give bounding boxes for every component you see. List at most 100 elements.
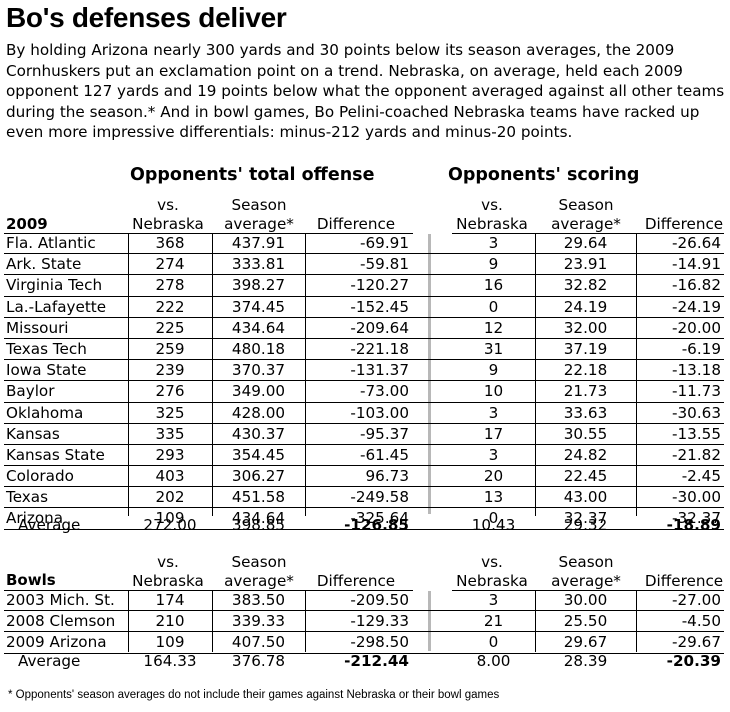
scoring-difference: -26.64 — [672, 234, 721, 252]
header-difference: Difference — [316, 215, 396, 233]
scoring-vs-nebraska: 3 — [488, 445, 499, 464]
offense-vs-nebraska: 239 — [155, 361, 185, 380]
scoring-season-average: 21.73 — [563, 382, 608, 401]
team-name: Arizona — [6, 509, 64, 528]
scoring-difference: -30.00 — [672, 488, 721, 507]
header-average: average* — [224, 215, 294, 233]
offense-season-average: 430.37 — [231, 424, 286, 443]
footnote: * Opponents' season averages do not incl… — [8, 689, 500, 701]
column-divider — [305, 233, 306, 516]
column-divider — [636, 233, 637, 516]
team-name: Kansas State — [6, 445, 105, 464]
offense-vs-nebraska: 109 — [155, 633, 185, 652]
offense-vs-nebraska: 202 — [155, 488, 185, 507]
table-row: Baylor 276 349.00 -73.00 10 21.73 -11.73 — [4, 381, 724, 403]
scoring-difference: -4.50 — [681, 612, 721, 631]
team-name: Ark. State — [6, 255, 82, 274]
bowl-header-scoring-season-average: Season average* — [540, 553, 632, 591]
scoring-vs-nebraska: 31 — [483, 339, 504, 358]
scoring-season-average: 37.19 — [563, 339, 608, 358]
offense-difference: -131.37 — [350, 361, 409, 380]
bowls-label: Bowls — [6, 571, 56, 589]
offense-vs-nebraska: 403 — [155, 467, 185, 486]
offense-season-average: 434.64 — [231, 318, 286, 337]
scoring-season-average: 29.64 — [563, 234, 608, 252]
scoring-season-average: 32.82 — [563, 276, 608, 295]
offense-season-average: 480.18 — [231, 339, 286, 358]
scoring-vs-nebraska: 9 — [488, 361, 499, 380]
average-offense-vs: 272.00 — [143, 516, 197, 534]
table-row: Arizona 109 434.64 -325.64 0 32.37 -32.37 — [4, 508, 724, 530]
header-vs-nebraska: vs. Nebraska — [128, 196, 208, 234]
offense-difference: -120.27 — [350, 276, 409, 295]
table-row: 2009 Arizona 109 407.50 -298.50 0 29.67 -29.67 — [4, 632, 724, 654]
scoring-vs-nebraska: 0 — [488, 633, 499, 652]
team-name: 2003 Mich. St. — [6, 591, 115, 609]
table-row: La.-Lafayette 222 374.45 -152.45 0 24.19 -24.1… — [4, 297, 724, 318]
intro-paragraph: By holding Arizona nearly 300 yards and … — [6, 41, 725, 141]
scoring-season-average: 32.37 — [563, 509, 608, 528]
offense-season-average: 339.33 — [231, 612, 286, 631]
offense-vs-nebraska: 222 — [155, 297, 185, 316]
offense-difference: -129.33 — [350, 612, 409, 631]
header-vs: vs. — [481, 553, 503, 571]
column-divider — [305, 590, 306, 652]
scoring-difference: -14.91 — [672, 255, 721, 274]
season-2009-label: 2009 — [6, 215, 48, 233]
scoring-season-average: 43.00 — [563, 488, 608, 507]
offense-season-average: 374.45 — [231, 297, 286, 316]
scoring-vs-nebraska: 0 — [488, 297, 499, 316]
scoring-difference: -24.19 — [672, 297, 721, 316]
table-top-rule — [4, 233, 413, 234]
team-name: La.-Lafayette — [6, 297, 107, 316]
offense-season-average: 451.58 — [231, 488, 286, 507]
bowls-average-row: Average 164.33 376.78 -212.44 8.00 28.39… — [4, 651, 724, 671]
offense-difference: -73.00 — [360, 382, 409, 401]
offense-vs-nebraska: 293 — [155, 445, 185, 464]
table-row: Colorado 403 306.27 96.73 20 22.45 -2.45 — [4, 466, 724, 488]
header-nebraska: Nebraska — [132, 572, 204, 590]
scoring-vs-nebraska: 9 — [488, 255, 499, 274]
team-name: Baylor — [6, 382, 55, 401]
scoring-difference: -6.19 — [681, 339, 721, 358]
offense-difference: -249.58 — [350, 488, 409, 507]
offense-difference: -95.37 — [360, 424, 409, 443]
scoring-difference: -16.82 — [672, 276, 721, 295]
offense-season-average: 333.81 — [231, 255, 286, 274]
header-nebraska: Nebraska — [456, 215, 528, 233]
column-divider — [128, 590, 129, 652]
table-row: Texas 202 451.58 -249.58 13 43.00 -30.00 — [4, 487, 724, 509]
scoring-season-average: 24.82 — [563, 445, 608, 464]
header-season: Season — [231, 196, 287, 214]
team-name: Colorado — [6, 467, 74, 486]
team-name: Texas Tech — [6, 339, 87, 358]
header-scoring-difference: Difference — [644, 215, 724, 233]
average-offense-diff: -126.85 — [344, 516, 409, 534]
offense-difference: -61.45 — [360, 445, 409, 464]
scoring-difference: -29.67 — [672, 633, 721, 652]
average-offense-season: 398.85 — [231, 516, 286, 534]
scoring-vs-nebraska: 3 — [488, 591, 499, 609]
team-name: Missouri — [6, 318, 69, 337]
average-scoring-season: 28.39 — [563, 652, 608, 670]
offense-difference: -152.45 — [350, 297, 409, 316]
average-scoring-vs: 8.00 — [476, 652, 511, 670]
offense-difference: -209.50 — [350, 591, 409, 609]
offense-season-average: 428.00 — [231, 403, 286, 422]
scoring-difference: -13.18 — [672, 361, 721, 380]
bowl-header-season-average: Season average* — [214, 553, 304, 591]
header-season-average: Season average* — [214, 196, 304, 234]
team-name: Kansas — [6, 424, 60, 443]
bowl-table-top-rule — [452, 590, 724, 591]
average-offense-vs: 164.33 — [143, 652, 197, 670]
header-nebraska: Nebraska — [456, 572, 528, 590]
bowl-header-vs-nebraska: vs. Nebraska — [128, 553, 208, 591]
average-scoring-diff: -20.39 — [666, 652, 721, 670]
offense-difference: -209.64 — [350, 318, 409, 337]
scoring-vs-nebraska: 20 — [483, 467, 504, 486]
scoring-season-average: 22.45 — [563, 467, 608, 486]
bowl-table-top-rule — [4, 590, 413, 591]
header-scoring-season-average: Season average* — [540, 196, 632, 234]
column-divider — [212, 233, 213, 516]
offense-vs-nebraska: 325 — [155, 403, 185, 422]
